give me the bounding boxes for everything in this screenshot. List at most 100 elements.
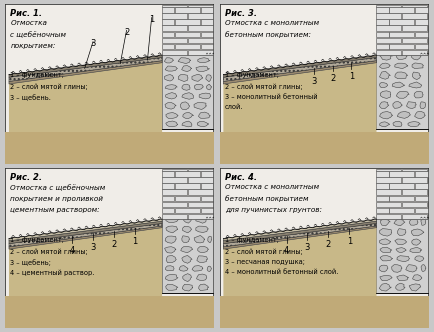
Polygon shape <box>9 223 162 247</box>
Text: с щебёночным: с щебёночным <box>10 32 66 38</box>
Bar <box>220 296 429 328</box>
Text: слой.: слой. <box>225 105 243 111</box>
Polygon shape <box>397 112 411 118</box>
Bar <box>220 132 429 164</box>
Polygon shape <box>9 221 162 244</box>
Polygon shape <box>206 75 211 82</box>
Bar <box>175 19 200 25</box>
Polygon shape <box>414 91 423 98</box>
Polygon shape <box>182 93 194 99</box>
Polygon shape <box>164 75 174 81</box>
Polygon shape <box>379 82 388 88</box>
Bar <box>201 7 214 13</box>
Bar <box>415 7 428 13</box>
Bar <box>377 26 401 31</box>
Polygon shape <box>380 247 392 253</box>
Bar <box>377 190 401 195</box>
Bar <box>162 50 187 55</box>
Bar <box>175 44 200 49</box>
Text: 2 – слой мятой глины;: 2 – слой мятой глины; <box>10 83 88 90</box>
Polygon shape <box>380 276 392 281</box>
Polygon shape <box>396 283 405 290</box>
Polygon shape <box>410 247 422 253</box>
Polygon shape <box>406 265 417 272</box>
Polygon shape <box>396 55 407 60</box>
Bar <box>377 208 389 213</box>
Polygon shape <box>397 275 409 281</box>
Bar <box>377 177 401 183</box>
Bar <box>402 214 427 219</box>
Polygon shape <box>224 63 377 132</box>
Polygon shape <box>412 239 421 245</box>
Bar <box>5 296 214 328</box>
Polygon shape <box>181 246 193 253</box>
Polygon shape <box>395 63 408 69</box>
Bar <box>188 5 213 7</box>
Bar <box>402 5 427 7</box>
Polygon shape <box>395 239 407 245</box>
Polygon shape <box>197 256 207 263</box>
Polygon shape <box>380 91 391 99</box>
Bar <box>377 196 389 201</box>
Bar <box>377 7 389 13</box>
Polygon shape <box>165 236 176 243</box>
Text: 3 – песчаная подушка;: 3 – песчаная подушка; <box>225 259 305 265</box>
Text: цементным раствором:: цементным раствором: <box>10 207 100 213</box>
Bar <box>162 171 174 177</box>
Polygon shape <box>396 248 406 253</box>
Text: Отмостка с монолитным: Отмостка с монолитным <box>225 20 319 26</box>
Polygon shape <box>379 102 389 109</box>
Bar <box>188 38 213 43</box>
Text: покрытием и проливкой: покрытием и проливкой <box>10 196 103 202</box>
Bar <box>201 171 214 177</box>
Bar <box>377 38 401 43</box>
Bar <box>201 32 214 37</box>
Polygon shape <box>192 74 203 81</box>
Polygon shape <box>224 57 377 81</box>
Bar <box>175 171 200 177</box>
Bar <box>162 219 214 293</box>
Text: 3 – монолитный бетонный: 3 – монолитный бетонный <box>225 94 317 100</box>
Polygon shape <box>199 112 210 118</box>
Polygon shape <box>412 63 424 69</box>
Polygon shape <box>9 226 162 249</box>
Polygon shape <box>166 113 178 119</box>
Text: Рис. 3.: Рис. 3. <box>225 9 257 18</box>
Text: 1: 1 <box>149 15 154 24</box>
Polygon shape <box>194 84 204 90</box>
Polygon shape <box>224 226 377 249</box>
Polygon shape <box>207 266 211 272</box>
Bar <box>175 32 200 37</box>
Polygon shape <box>9 57 162 81</box>
Polygon shape <box>408 122 420 127</box>
Bar <box>402 13 427 19</box>
Bar <box>415 32 428 37</box>
Text: покрытием:: покрытием: <box>10 43 56 49</box>
Text: 1 – фундамент;: 1 – фундамент; <box>10 237 64 243</box>
Bar <box>415 183 428 189</box>
Text: 3: 3 <box>90 39 96 48</box>
Polygon shape <box>421 265 426 271</box>
Polygon shape <box>224 55 377 77</box>
Polygon shape <box>196 226 208 232</box>
Polygon shape <box>194 235 205 243</box>
Polygon shape <box>411 55 421 60</box>
Text: Отмостка: Отмостка <box>10 20 47 26</box>
Bar <box>188 26 213 31</box>
Text: бетонным покрытием:: бетонным покрытием: <box>225 32 311 39</box>
Polygon shape <box>194 103 207 110</box>
Bar <box>201 19 214 25</box>
Polygon shape <box>391 265 402 272</box>
Bar <box>162 202 187 207</box>
Polygon shape <box>393 121 402 127</box>
FancyBboxPatch shape <box>5 4 214 164</box>
Text: 2: 2 <box>112 240 117 249</box>
Polygon shape <box>207 84 212 90</box>
Polygon shape <box>166 255 176 263</box>
Polygon shape <box>198 246 209 253</box>
Text: 3: 3 <box>90 243 96 252</box>
Polygon shape <box>166 219 179 222</box>
Text: 4: 4 <box>284 246 289 255</box>
Polygon shape <box>208 236 211 243</box>
Bar <box>402 202 427 207</box>
